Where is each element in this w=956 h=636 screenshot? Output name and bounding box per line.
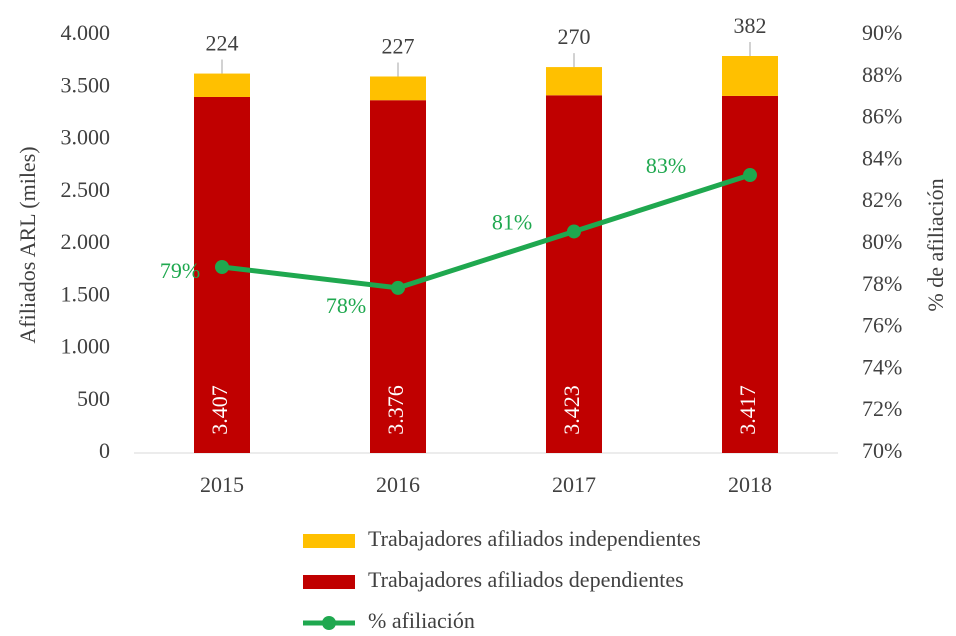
bar-label: 227	[382, 34, 415, 59]
line-label: 81%	[492, 210, 532, 235]
line-marker	[743, 168, 757, 183]
bar-label: 3.417	[735, 385, 760, 435]
y-tick-label: 1.000	[61, 334, 111, 359]
y2-axis-title: % de afiliación	[923, 178, 948, 311]
line-marker	[215, 259, 229, 274]
y-tick-label: 3.500	[61, 72, 111, 97]
y2-tick-label: 80%	[862, 229, 902, 254]
x-tick-label: 2018	[728, 472, 772, 497]
y-tick-label: 1.500	[61, 281, 111, 306]
y2-tick-label: 74%	[862, 354, 902, 379]
bar-segment	[370, 100, 426, 453]
line-label: 83%	[646, 153, 686, 178]
line-label: 78%	[326, 293, 366, 318]
bar-label: 270	[558, 24, 591, 49]
y-tick-label: 2.000	[61, 229, 111, 254]
bar-segment	[194, 96, 250, 453]
y-tick-label: 3.000	[61, 125, 111, 150]
x-tick-label: 2017	[552, 472, 596, 497]
bar-segment	[722, 56, 778, 96]
bar-label: 3.423	[559, 385, 584, 435]
bar-segment	[370, 76, 426, 101]
bar-segment	[722, 95, 778, 454]
bar-label: 224	[206, 31, 239, 56]
y2-tick-label: 70%	[862, 438, 902, 463]
y2-tick-label: 90%	[862, 20, 902, 45]
legend-swatch	[303, 534, 355, 548]
line-label: 79%	[160, 258, 200, 283]
bar-segment	[194, 73, 250, 97]
y2-tick-label: 76%	[862, 313, 902, 338]
bar-segment	[546, 67, 602, 96]
legend-label: Trabajadores afiliados independientes	[368, 526, 701, 551]
y2-tick-label: 82%	[862, 187, 902, 212]
legend-label: Trabajadores afiliados dependientes	[368, 567, 684, 592]
line	[221, 172, 751, 291]
y-axis-title: Afiliados ARL (miles)	[15, 146, 40, 343]
y-tick-label: 0	[99, 438, 110, 463]
y2-tick-label: 86%	[862, 104, 902, 129]
x-tick-label: 2016	[376, 472, 420, 497]
bar-label: 3.376	[383, 385, 408, 435]
legend-swatch	[303, 575, 355, 589]
y2-tick-label: 88%	[862, 62, 902, 87]
bar-label: 382	[734, 13, 767, 38]
y2-tick-label: 78%	[862, 271, 902, 296]
bar-label: 3.407	[207, 385, 232, 435]
x-tick-label: 2015	[200, 472, 244, 497]
y2-tick-label: 72%	[862, 396, 902, 421]
y-tick-label: 2.500	[61, 177, 111, 202]
y-tick-label: 500	[77, 386, 110, 411]
y2-tick-label: 84%	[862, 145, 902, 170]
y-tick-label: 4.000	[61, 20, 111, 45]
legend-label: % afiliación	[368, 608, 475, 633]
legend-marker	[322, 616, 336, 630]
line-marker	[391, 280, 405, 295]
line-marker	[567, 224, 581, 239]
bar-segment	[546, 95, 602, 453]
